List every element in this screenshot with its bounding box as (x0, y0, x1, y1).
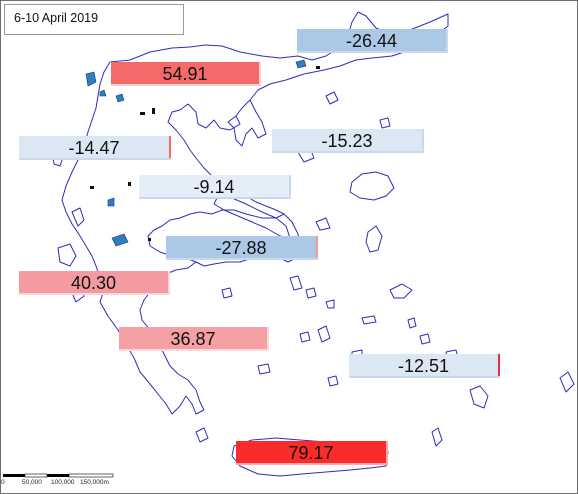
scale-segment (3, 474, 25, 477)
lake-small-1 (90, 186, 94, 189)
karpathos-island (431, 427, 443, 447)
region-value-box: 36.87 (119, 327, 269, 351)
kalymnos-island (419, 333, 431, 345)
scale-segment (24, 473, 48, 478)
chalkidiki (227, 99, 267, 147)
scale-label: 50,000 (22, 479, 42, 486)
scale-label: 150,000m (80, 479, 109, 486)
mainland-coast (109, 11, 449, 411)
lake-small-5 (148, 238, 151, 241)
thasos-island (325, 91, 339, 105)
lake-small-3 (140, 112, 145, 115)
skyros-island (315, 217, 331, 231)
paros-island (299, 331, 311, 343)
chios-island (365, 225, 383, 253)
scale-label: 0 (1, 479, 5, 486)
aegina-island (221, 287, 233, 299)
region-value: 36.87 (170, 329, 216, 349)
rhodes-island (469, 385, 489, 409)
region-value: -12.51 (397, 356, 450, 376)
tinos-island (305, 287, 317, 299)
lake-pamvotida (107, 197, 115, 207)
scale-bar (3, 473, 114, 478)
naxos-island (317, 325, 331, 343)
region-value: -14.47 (68, 138, 120, 158)
crete-island (231, 437, 389, 477)
lake-volvi (295, 59, 307, 69)
kefalonia-island (57, 243, 77, 267)
lake-kastoria (99, 89, 107, 97)
lake-vegoritida (115, 93, 125, 103)
region-value-box: -12.51 (349, 354, 500, 378)
scale-segment (47, 474, 69, 477)
region-value: -9.14 (193, 177, 235, 197)
scale-segment (68, 473, 114, 478)
kythira-island (195, 427, 209, 443)
lesvos-island (349, 171, 395, 201)
lake-small-4 (152, 108, 155, 114)
patmos-island (407, 317, 417, 329)
scale-label: 100,000 (51, 479, 75, 486)
lefkada-island (71, 207, 85, 227)
western-coast (61, 61, 111, 291)
region-value-box: -27.88 (166, 236, 318, 260)
map-title: 6-10 April 2019 (4, 4, 184, 35)
region-value-box: 40.30 (19, 271, 170, 295)
region-value-box: -26.44 (297, 29, 448, 53)
lake-small-2 (128, 182, 131, 186)
peloponnese-coast (99, 289, 205, 415)
region-accent (169, 136, 171, 158)
lake-trichonida (111, 233, 129, 247)
samothrace-island (379, 117, 391, 129)
region-value: -26.44 (345, 31, 398, 51)
lake-small-6 (316, 66, 320, 69)
santorini-island (327, 375, 339, 387)
region-value-box: -14.47 (19, 136, 171, 160)
ikaria-island (361, 315, 377, 325)
region-value: -15.23 (321, 131, 373, 151)
region-value-box: 54.91 (111, 62, 261, 86)
eastern-peninsula (559, 371, 575, 393)
milos-island (257, 363, 271, 375)
region-value: 54.91 (162, 64, 208, 84)
region-accent (316, 236, 318, 258)
region-value: 79.17 (288, 443, 334, 463)
region-accent (498, 354, 500, 376)
lake-prespa (85, 71, 97, 87)
region-value-box: 79.17 (236, 441, 388, 465)
region-value: -27.88 (215, 238, 267, 258)
region-value-box: -9.14 (139, 175, 291, 199)
andros-island (289, 275, 303, 291)
region-value-box: -15.23 (272, 129, 424, 153)
samos-island (389, 283, 413, 299)
region-value: 40.30 (70, 273, 117, 293)
mykonos-island (325, 299, 335, 309)
